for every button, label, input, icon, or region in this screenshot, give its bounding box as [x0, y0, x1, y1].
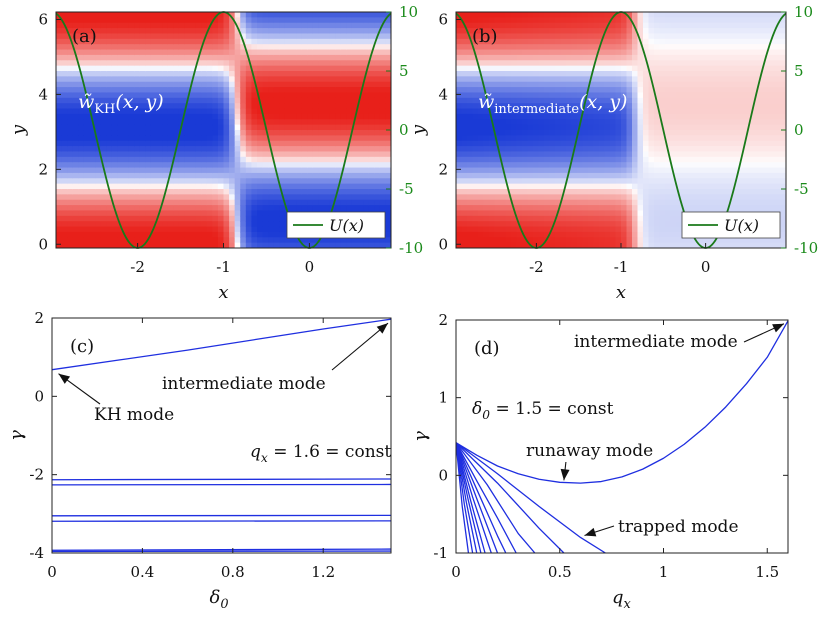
series-line-7 — [456, 442, 499, 553]
right-tick-label: 5 — [794, 62, 804, 80]
y-tick-label: 4 — [438, 85, 448, 103]
parameter-label: qx = 1.6 = const — [250, 442, 391, 465]
right-tick-label: 10 — [794, 3, 813, 21]
heatmap-cells — [56, 12, 391, 248]
y-tick-label: 0 — [38, 235, 48, 253]
panel-label: (a) — [72, 26, 97, 47]
x-tick-label: 0.5 — [548, 563, 572, 581]
right-tick-label: 10 — [399, 3, 418, 21]
x-tick-label: 0.4 — [130, 563, 154, 581]
y-tick-label: -1 — [433, 544, 448, 562]
series-line-6 — [456, 442, 507, 553]
series-line-4 — [456, 442, 536, 553]
legend-label: U(x) — [724, 216, 759, 235]
y-tick-label: 4 — [38, 85, 48, 103]
series-line-9 — [456, 442, 486, 553]
series-line-11 — [456, 442, 478, 553]
series-line-10 — [456, 442, 482, 553]
arrow-runaway — [560, 461, 570, 481]
series-line-2 — [456, 442, 606, 553]
series-line-8 — [456, 442, 492, 553]
series-line-13 — [456, 442, 470, 553]
x-tick-label: 1.5 — [755, 563, 779, 581]
arrow-intermediate — [331, 322, 389, 371]
right-tick-label: -5 — [794, 180, 809, 198]
arrow-trapped — [584, 525, 615, 537]
y-tick-label: 2 — [438, 160, 448, 178]
y-tick-label: 2 — [438, 311, 448, 329]
arrow-intermediate — [743, 323, 785, 343]
series-line-5 — [456, 442, 517, 553]
panel-label: (b) — [472, 26, 498, 47]
panel-label: (c) — [70, 336, 94, 357]
annotation-intermediate: intermediate mode — [574, 332, 738, 352]
x-tick-label: -1 — [614, 258, 629, 276]
y-tick-label: 6 — [438, 10, 448, 28]
axes-frame — [51, 317, 392, 554]
annotation-kh: KH mode — [94, 405, 174, 425]
right-tick-label: 0 — [399, 121, 409, 139]
right-tick-label: 5 — [399, 62, 409, 80]
y-axis-label: y — [8, 124, 29, 136]
series-line-1 — [456, 320, 788, 484]
panel-d: 210-10 0.5 1 1.5γ(d) intermediate moderunawa… — [410, 311, 789, 581]
right-tick-label: -5 — [399, 180, 414, 198]
series-line-6 — [52, 548, 391, 551]
right-tick-label: -10 — [399, 239, 423, 257]
x-axis-label: δ0 — [210, 587, 229, 612]
x-tick-label: 0 — [47, 563, 57, 581]
x-tick-label: 1 — [659, 563, 669, 581]
series-line-3 — [456, 442, 565, 553]
x-axis-label: qx — [612, 587, 632, 612]
x-tick-label: -1 — [216, 258, 231, 276]
panel-c: 20-2-40 0.4 0.8 1.2γ(c)intermediate modeKH … — [6, 309, 392, 581]
y-tick-label: -4 — [29, 544, 44, 562]
parameter-label: δ0 = 1.5 = const — [472, 399, 614, 422]
legend-label: U(x) — [329, 216, 364, 235]
series-line-2 — [52, 478, 391, 481]
x-tick-label: 1.2 — [311, 563, 335, 581]
y-axis-label: y — [408, 124, 429, 136]
x-tick-label: -2 — [130, 258, 145, 276]
x-tick-label: 0 — [451, 563, 461, 581]
field-label: w̃intermediate(x, y) — [478, 91, 627, 117]
y-tick-label: 2 — [38, 160, 48, 178]
y-tick-label: -2 — [29, 466, 44, 484]
annotation-runaway: runaway mode — [526, 441, 653, 461]
x-tick-label: 0 — [305, 258, 315, 276]
y-tick-label: 0 — [438, 235, 448, 253]
y-tick-label: 2 — [34, 309, 44, 327]
x-axis-label: x — [616, 282, 626, 303]
x-tick-label: 0 — [701, 258, 711, 276]
panel-label: (d) — [474, 338, 500, 359]
right-tick-label: 0 — [794, 121, 804, 139]
annotation-intermediate: intermediate mode — [162, 374, 326, 394]
x-axis-label: x — [218, 282, 228, 303]
axes-frame — [455, 319, 789, 554]
y-tick-label: 6 — [38, 10, 48, 28]
field-label: w̃KH(x, y) — [78, 91, 164, 117]
x-tick-label: 0.8 — [221, 563, 245, 581]
annotation-trapped: trapped mode — [618, 517, 739, 537]
y-tick-label: 0 — [438, 466, 448, 484]
right-tick-label: -10 — [794, 239, 818, 257]
y-axis-label: γ — [410, 431, 431, 442]
x-tick-label: -2 — [529, 258, 544, 276]
y-tick-label: 1 — [438, 389, 448, 407]
y-tick-label: 0 — [34, 387, 44, 405]
y-axis-label: γ — [6, 430, 27, 441]
arrow-kh — [58, 373, 101, 405]
series-line-1 — [52, 318, 391, 371]
series-line-12 — [456, 442, 474, 553]
